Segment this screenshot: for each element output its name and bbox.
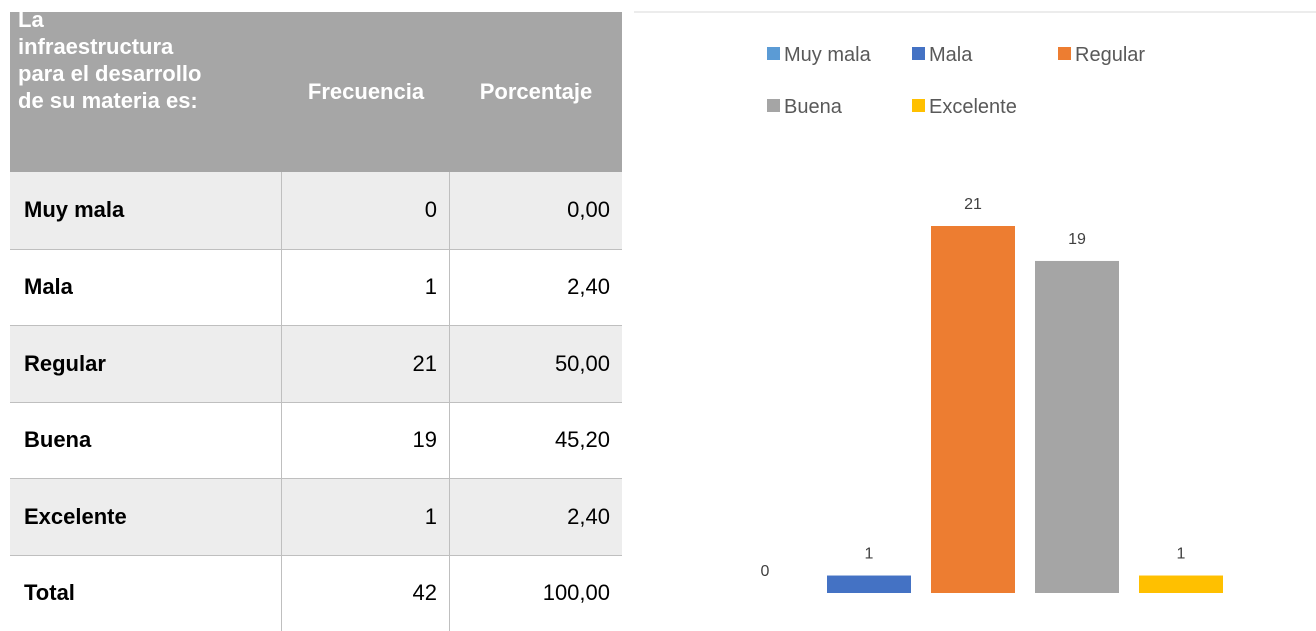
data-label: 1	[865, 546, 874, 563]
data-label: 1	[1177, 546, 1186, 563]
bar	[1035, 261, 1119, 593]
legend-swatch	[912, 99, 925, 112]
bar	[827, 576, 911, 593]
legend-swatch	[1058, 47, 1071, 60]
legend-swatch	[912, 47, 925, 60]
bar	[1139, 576, 1223, 593]
data-label: 21	[964, 196, 982, 213]
legend-label: Regular	[1075, 44, 1145, 66]
legend-swatch	[767, 99, 780, 112]
bar	[931, 226, 1015, 593]
legend-label: Mala	[929, 44, 973, 66]
legend-label: Muy mala	[784, 44, 872, 66]
data-label: 19	[1068, 231, 1086, 248]
legend-swatch	[767, 47, 780, 60]
data-label: 0	[761, 563, 770, 580]
legend-label: Excelente	[929, 96, 1017, 118]
legend-label: Buena	[784, 96, 843, 118]
